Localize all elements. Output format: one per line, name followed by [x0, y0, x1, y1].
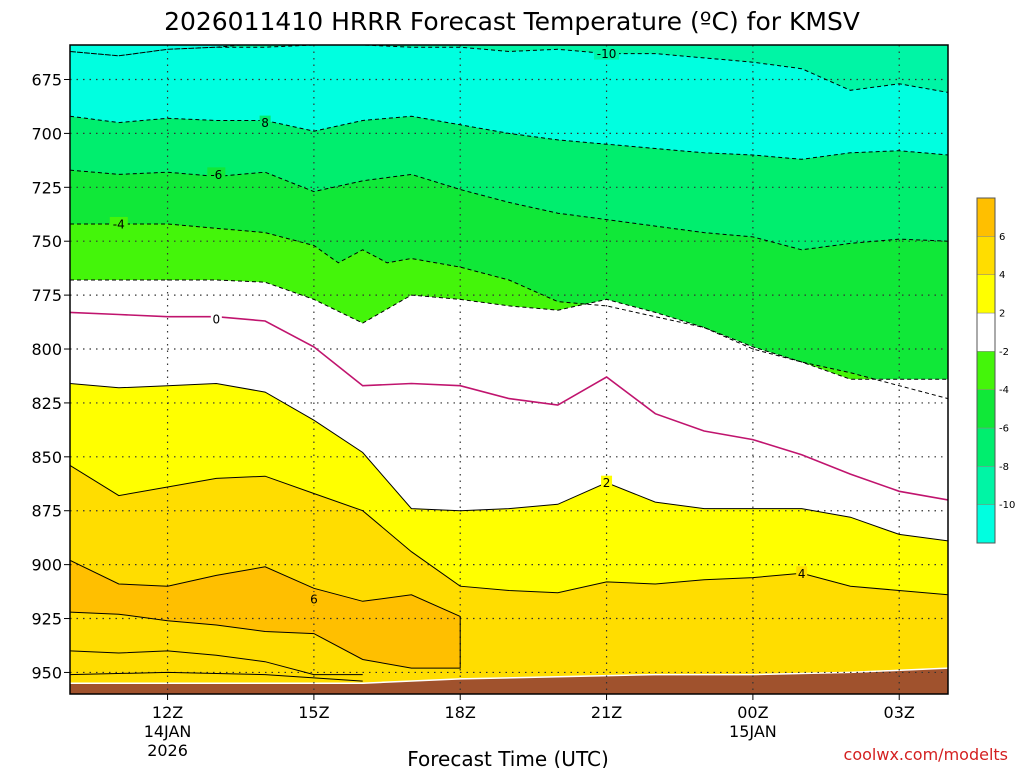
contour-label-bg-0: [210, 311, 222, 325]
colorbar-swatch-0: [976, 504, 996, 544]
colorbar-label-m4: -4: [999, 385, 1009, 396]
x-tick-date-00Z: 15JAN: [729, 722, 777, 741]
contour-line-m6: [70, 169, 948, 251]
colorbar-label-m10: -10: [999, 500, 1015, 511]
y-tick-label-750: 750: [31, 232, 62, 251]
plot-area: -10 8 -6 -4 0 2 4 6: [69, 44, 949, 695]
colorbar-label-m8: -8: [999, 462, 1009, 473]
colorbar-label-2: 2: [999, 309, 1005, 320]
contour-label-bg-m10: [594, 46, 620, 60]
y-tick-label-900: 900: [31, 556, 62, 575]
chart-title: 2026011410 HRRR Forecast Temperature (ºC…: [164, 7, 860, 36]
contour-label-6: 6: [310, 593, 318, 607]
contour-label-4: 4: [798, 567, 806, 581]
plot-content: -10 8 -6 -4 0 2 4 6: [70, 45, 948, 694]
y-axis: 675 700 725 750 775 800 825 850 875 900 925 950: [31, 70, 70, 682]
colorbar-label-4: 4: [999, 270, 1005, 281]
ground-fill: [70, 668, 948, 694]
contour-line-6: [70, 559, 461, 669]
contour-label-bg-6: [308, 592, 320, 606]
contour-label-bg-2: [601, 475, 613, 489]
y-tick-label-925: 925: [31, 610, 62, 629]
x-tick-label-15Z: 15Z: [298, 703, 329, 722]
y-tick-label-675: 675: [31, 70, 62, 89]
contour-line-2: [70, 382, 948, 542]
colorbar-swatch-4: [976, 351, 996, 390]
colorbar-swatch-8: [976, 197, 996, 237]
y-tick-label-950: 950: [31, 663, 62, 682]
contour-line-inner-0: [70, 650, 363, 676]
contour-label-m6: -6: [210, 168, 222, 182]
x-tick-year-12Z: 2026: [147, 741, 188, 760]
x-axis-label: Forecast Time (UTC): [407, 747, 609, 768]
ground-edge: [70, 667, 948, 684]
contour-label-bg-4: [796, 566, 808, 580]
band-4: [70, 465, 948, 694]
contour-label-m4: -4: [113, 217, 125, 231]
band-6: [70, 560, 461, 669]
colorbar-swatch-3: [976, 389, 996, 429]
colorbar-label-m6: -6: [999, 424, 1009, 435]
colorbar-label-6: 6: [999, 232, 1005, 243]
colorbar-swatch-2: [976, 427, 996, 467]
colorbar-frame: [976, 197, 996, 544]
y-tick-label-800: 800: [31, 340, 62, 359]
y-tick-label-700: 700: [31, 124, 62, 143]
contour-label-m10: -10: [597, 47, 617, 61]
y-tick-label-775: 775: [31, 286, 62, 305]
x-tick-label-18Z: 18Z: [445, 703, 476, 722]
contour-label-bg-m8: [259, 115, 271, 129]
contour-line-m10: [70, 45, 948, 93]
colorbar-swatch-1: [976, 466, 996, 505]
x-tick-date-12Z: 14JAN: [144, 722, 192, 741]
colorbar-swatch-7: [976, 236, 996, 275]
x-tick-label-12Z: 12Z: [152, 703, 183, 722]
x-tick-label-03Z: 03Z: [884, 703, 915, 722]
y-tick-label-875: 875: [31, 502, 62, 521]
contour-label-0: 0: [213, 312, 221, 326]
y-tick-label-725: 725: [31, 178, 62, 197]
y-tick-label-825: 825: [31, 394, 62, 413]
contour-label-2: 2: [603, 476, 611, 490]
colorbar-label-m2: -2: [999, 347, 1009, 358]
contour-label-bg-m6: [207, 167, 226, 181]
contour-label-bg-m4: [109, 216, 128, 230]
contour-line-m8: [70, 115, 948, 160]
contour-line-m2: [70, 279, 948, 380]
credit-text: coolwx.com/modelts: [844, 745, 1008, 764]
x-tick-label-00Z: 00Z: [737, 703, 768, 722]
colorbar-swatch-5: [976, 312, 996, 352]
plot-frame: [69, 44, 949, 695]
x-tick-label-21Z: 21Z: [591, 703, 622, 722]
contour-line-inner-1: [70, 671, 363, 682]
band-m10: [70, 45, 948, 93]
colorbar-legend: -10 -8 -6 -4 -2 2 4 6: [976, 197, 1015, 544]
colorbar-swatch-6: [976, 274, 996, 314]
contour-label-m8: 8: [261, 116, 269, 130]
contour-line-m4: [70, 223, 948, 400]
y-tick-label-850: 850: [31, 448, 62, 467]
